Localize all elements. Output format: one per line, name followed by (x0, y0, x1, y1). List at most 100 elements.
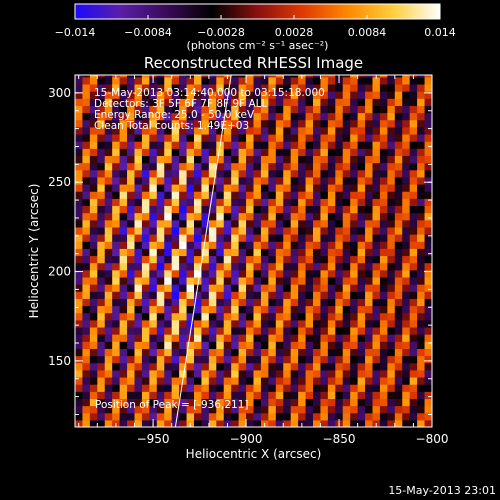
heatmap-cell (327, 219, 336, 228)
heatmap-cell (134, 405, 143, 414)
heatmap-cell (290, 126, 299, 135)
heatmap-cell (417, 398, 426, 407)
heatmap-cell (89, 176, 98, 185)
heatmap-cell (194, 405, 203, 414)
heatmap-cell (89, 105, 98, 114)
heatmap-cell (409, 276, 418, 285)
heatmap-cell (171, 298, 180, 307)
heatmap-cell (112, 119, 121, 128)
heatmap-cell (290, 419, 299, 427)
heatmap-cell (112, 291, 121, 299)
heatmap-cell (119, 298, 128, 307)
heatmap-cell (305, 284, 314, 292)
heatmap-cell (298, 276, 307, 285)
heatmap-cell (327, 326, 336, 335)
heatmap-cell (104, 269, 113, 278)
heatmap-cell (313, 105, 322, 114)
heatmap-cell (112, 198, 121, 207)
heatmap-cell (119, 355, 128, 364)
heatmap-cell (275, 234, 284, 242)
heatmap-cell (424, 98, 432, 106)
heatmap-cell (342, 319, 351, 328)
heatmap-cell (97, 319, 106, 328)
heatmap-cell (179, 205, 188, 214)
heatmap-cell (156, 91, 165, 99)
heatmap-cell (365, 155, 374, 164)
heatmap-cell (313, 305, 322, 314)
heatmap-cell (104, 119, 113, 128)
heatmap-cell (283, 76, 292, 85)
heatmap-cell (372, 362, 381, 371)
heatmap-cell (238, 291, 247, 299)
heatmap-cell (89, 133, 98, 142)
heatmap-cell (127, 141, 136, 149)
heatmap-cell (424, 75, 432, 78)
heatmap-cell (149, 312, 158, 321)
heatmap-cell (112, 76, 121, 85)
heatmap-cell (149, 98, 158, 106)
heatmap-cell (179, 326, 188, 335)
heatmap-cell (379, 319, 388, 328)
heatmap-cell (394, 341, 403, 349)
heatmap-cell (402, 141, 411, 149)
heatmap-cell (246, 112, 255, 121)
heatmap-cell (290, 191, 299, 199)
heatmap-cell (387, 212, 396, 221)
heatmap-cell (156, 391, 165, 400)
heatmap-cell (253, 419, 262, 427)
heatmap-cell (104, 369, 113, 378)
heatmap-cell (141, 291, 150, 299)
heatmap-cell (104, 219, 113, 228)
heatmap-cell (179, 355, 188, 364)
heatmap-cell (216, 155, 225, 164)
heatmap-cell (372, 326, 381, 335)
heatmap-cell (260, 83, 269, 92)
heatmap-cell (290, 226, 299, 235)
heatmap-cell (112, 276, 121, 285)
heatmap-cell (253, 148, 262, 157)
heatmap-cell (186, 119, 195, 128)
heatmap-cell (417, 405, 426, 414)
heatmap-cell (260, 234, 269, 242)
heatmap-cell (112, 162, 121, 171)
heatmap-cell (75, 162, 84, 171)
heatmap-cell (134, 133, 143, 142)
heatmap-cell (409, 355, 418, 364)
heatmap-cell (141, 341, 150, 349)
heatmap-cell (305, 319, 314, 328)
heatmap-cell (216, 384, 225, 392)
heatmap-cell (231, 348, 240, 357)
heatmap-cell (223, 312, 232, 321)
heatmap-cell (424, 198, 432, 207)
heatmap-cell (402, 412, 411, 421)
heatmap-cell (417, 334, 426, 342)
heatmap-cell (97, 262, 106, 271)
heatmap-cell (268, 284, 277, 292)
heatmap-cell (394, 305, 403, 314)
heatmap-cell (320, 191, 329, 199)
heatmap-cell (156, 198, 165, 207)
heatmap-cell (402, 155, 411, 164)
heatmap-cell (260, 298, 269, 307)
heatmap-cell (156, 169, 165, 178)
heatmap-cell (164, 348, 173, 357)
heatmap-cell (208, 269, 217, 278)
heatmap-cell (372, 241, 381, 249)
heatmap-cell (290, 248, 299, 257)
heatmap-cell (253, 262, 262, 271)
heatmap-cell (387, 91, 396, 99)
heatmap-cell (409, 148, 418, 157)
heatmap-cell (417, 291, 426, 299)
heatmap-cell (223, 198, 232, 207)
heatmap-cell (223, 376, 232, 385)
heatmap-cell (365, 212, 374, 221)
heatmap-cell (216, 405, 225, 414)
heatmap-cell (350, 412, 359, 421)
heatmap-cell (365, 276, 374, 285)
heatmap-cell (305, 162, 314, 171)
heatmap-cell (327, 141, 336, 149)
heatmap-cell (208, 305, 217, 314)
heatmap-cell (320, 412, 329, 421)
heatmap-cell (119, 312, 128, 321)
heatmap-cell (171, 255, 180, 264)
